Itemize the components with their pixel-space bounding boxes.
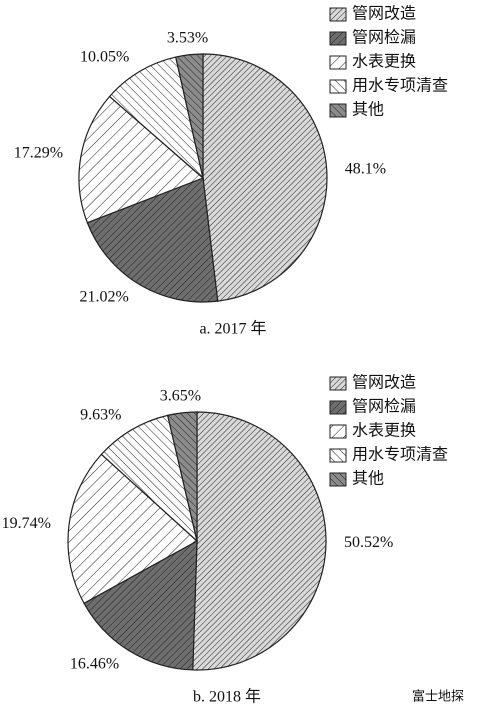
legend-label: 用水专项清查: [352, 77, 448, 95]
legend-swatch: [329, 400, 347, 415]
legend-label: 管网检漏: [352, 29, 416, 47]
legend-swatch: [329, 103, 347, 118]
data-label: 16.46%: [70, 655, 119, 672]
data-label: 17.29%: [14, 144, 63, 161]
pie-slice: [175, 53, 204, 179]
legend-label: 用水专项清查: [352, 446, 448, 464]
chart-caption: a. 2017 年: [199, 320, 266, 338]
legend-label: 管网改造: [352, 374, 416, 392]
pie-slice: [67, 453, 199, 605]
data-label: 10.05%: [80, 48, 129, 65]
pie-slice: [100, 414, 199, 543]
legend-swatch: [329, 79, 347, 94]
pie-slice: [192, 411, 327, 671]
data-label: 3.65%: [160, 388, 201, 405]
legend-label: 管网改造: [352, 5, 416, 23]
pie-slice: [202, 53, 328, 302]
pie-slice: [78, 95, 205, 224]
legend-swatch: [329, 31, 347, 46]
legend-label: 其他: [352, 101, 384, 119]
data-label: 50.52%: [344, 534, 393, 551]
legend-label: 水表更换: [352, 53, 416, 71]
pie-slice: [108, 56, 204, 180]
pie-slice: [86, 177, 219, 303]
data-label: 19.74%: [2, 515, 51, 532]
watermark: 富士地探: [412, 689, 464, 705]
legend-label: 管网检漏: [352, 398, 416, 416]
chart-caption: b. 2018 年: [193, 688, 261, 706]
data-label: 9.63%: [80, 407, 121, 424]
pie-slice: [166, 411, 198, 542]
legend-label: 其他: [352, 470, 384, 488]
legend-swatch: [329, 448, 347, 463]
legend-swatch: [329, 424, 347, 439]
legend-swatch: [329, 7, 347, 22]
data-label: 21.02%: [80, 289, 129, 306]
pie-slice: [83, 539, 198, 671]
legend-swatch: [329, 55, 347, 70]
legend-swatch: [329, 472, 347, 487]
legend-swatch: [329, 376, 347, 391]
data-label: 3.53%: [167, 30, 208, 47]
data-label: 48.1%: [345, 160, 386, 177]
legend-label: 水表更换: [352, 422, 416, 440]
